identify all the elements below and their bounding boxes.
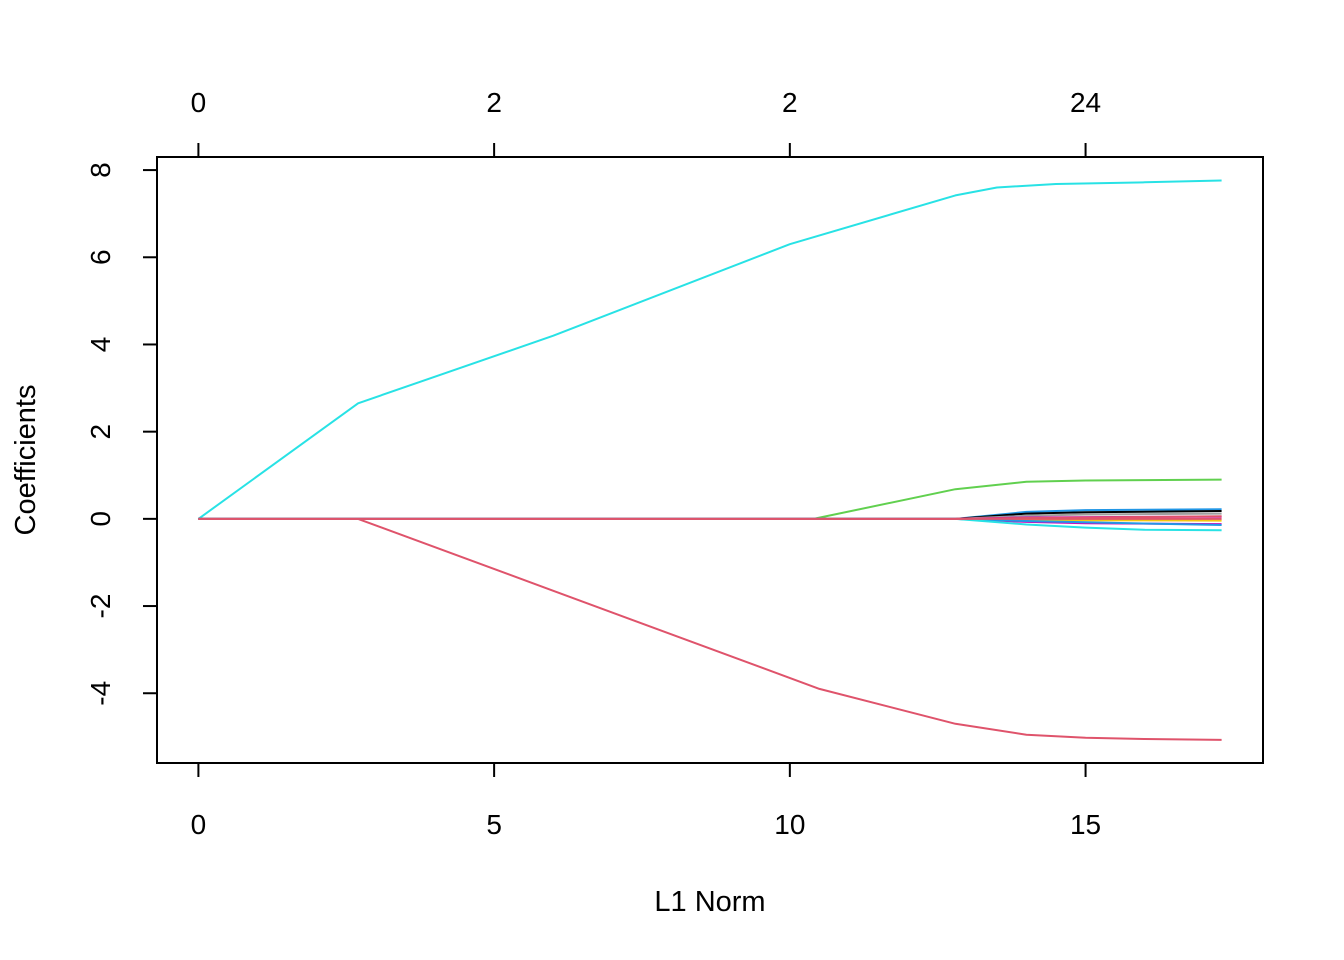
x-axis-title: L1 Norm xyxy=(654,886,765,918)
coefficient-paths xyxy=(197,179,1222,741)
y-tick-label: -2 xyxy=(85,594,116,619)
coefficient-path-1 xyxy=(197,179,1222,520)
coefficient-path-2 xyxy=(198,517,1222,741)
y-tick-label: 2 xyxy=(85,424,116,440)
top-tick-label: 0 xyxy=(191,87,207,118)
y-tick-label: -4 xyxy=(85,681,116,706)
x-tick-label: 15 xyxy=(1070,809,1101,840)
x-tick-label: 10 xyxy=(774,809,805,840)
x-tick-label: 0 xyxy=(191,809,207,840)
y-tick-label: 6 xyxy=(85,249,116,265)
top-tick-label: 2 xyxy=(782,87,798,118)
y-axis-title: Coefficients xyxy=(10,385,42,536)
x-tick-label: 5 xyxy=(486,809,502,840)
y-tick-label: 4 xyxy=(85,337,116,353)
top-tick-label: 2 xyxy=(486,87,502,118)
y-tick-label: 8 xyxy=(85,162,116,178)
plot-frame xyxy=(156,156,1264,764)
top-tick-label: 24 xyxy=(1070,87,1101,118)
y-tick-label: 0 xyxy=(85,511,116,527)
